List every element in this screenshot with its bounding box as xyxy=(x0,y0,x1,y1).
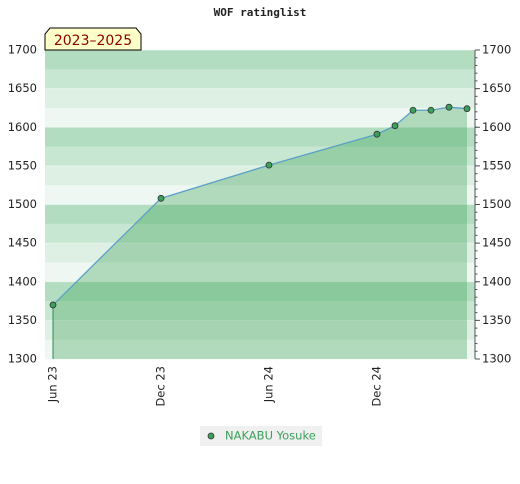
band xyxy=(45,185,475,205)
band xyxy=(45,320,475,341)
y2-tick-label: 1700 xyxy=(482,43,511,57)
y-tick-label: 1650 xyxy=(8,81,37,95)
band xyxy=(45,88,475,109)
band xyxy=(45,69,475,90)
band xyxy=(45,50,475,70)
badge: 2023–2025 xyxy=(54,33,132,49)
y-tick-label: 1700 xyxy=(8,43,37,57)
x-tick-label: Dec 23 xyxy=(154,366,168,407)
y-tick-label: 1600 xyxy=(8,120,37,134)
band xyxy=(45,223,475,244)
band xyxy=(45,107,475,128)
band xyxy=(45,243,475,263)
y-tick-label: 1400 xyxy=(8,274,37,288)
x-tick-label: Jun 24 xyxy=(262,366,276,403)
band xyxy=(45,281,475,302)
point xyxy=(265,161,273,169)
x-tick-label: Dec 24 xyxy=(370,366,384,407)
badge-box xyxy=(44,27,142,51)
y2-tick-label: 1650 xyxy=(482,81,511,95)
point xyxy=(373,130,381,138)
y2-tick-label: 1550 xyxy=(482,158,511,172)
y2-tick-label: 1600 xyxy=(482,120,511,134)
point xyxy=(445,103,453,111)
y2-tick-label: 1400 xyxy=(482,274,511,288)
point xyxy=(409,106,417,114)
point xyxy=(427,106,435,114)
point xyxy=(49,301,57,309)
band xyxy=(45,146,475,167)
y-tick-label: 1550 xyxy=(8,158,37,172)
legend-label: NAKABU Yosuke xyxy=(225,429,316,443)
legend-marker xyxy=(207,432,215,440)
y-tick-label: 1350 xyxy=(8,313,37,327)
band xyxy=(45,127,475,148)
y-tick-label: 1300 xyxy=(8,352,37,366)
band xyxy=(45,339,475,360)
y2-tick-label: 1450 xyxy=(482,236,511,250)
y2-tick-label: 1500 xyxy=(482,197,511,211)
point xyxy=(157,194,165,202)
plot-area xyxy=(45,49,475,360)
y2-tick-label: 1350 xyxy=(482,313,511,327)
area xyxy=(53,107,467,359)
point xyxy=(391,122,399,130)
point xyxy=(463,105,471,113)
band xyxy=(45,262,475,283)
y-tick-label: 1500 xyxy=(8,197,37,211)
band xyxy=(45,165,475,186)
band xyxy=(45,301,475,321)
chart-title: WOF ratinglist xyxy=(214,6,307,19)
y2-tick-label: 1300 xyxy=(482,352,511,366)
legend xyxy=(200,426,322,446)
x-tick-label: Jun 23 xyxy=(46,366,60,403)
band xyxy=(45,204,475,225)
y-tick-label: 1450 xyxy=(8,236,37,250)
